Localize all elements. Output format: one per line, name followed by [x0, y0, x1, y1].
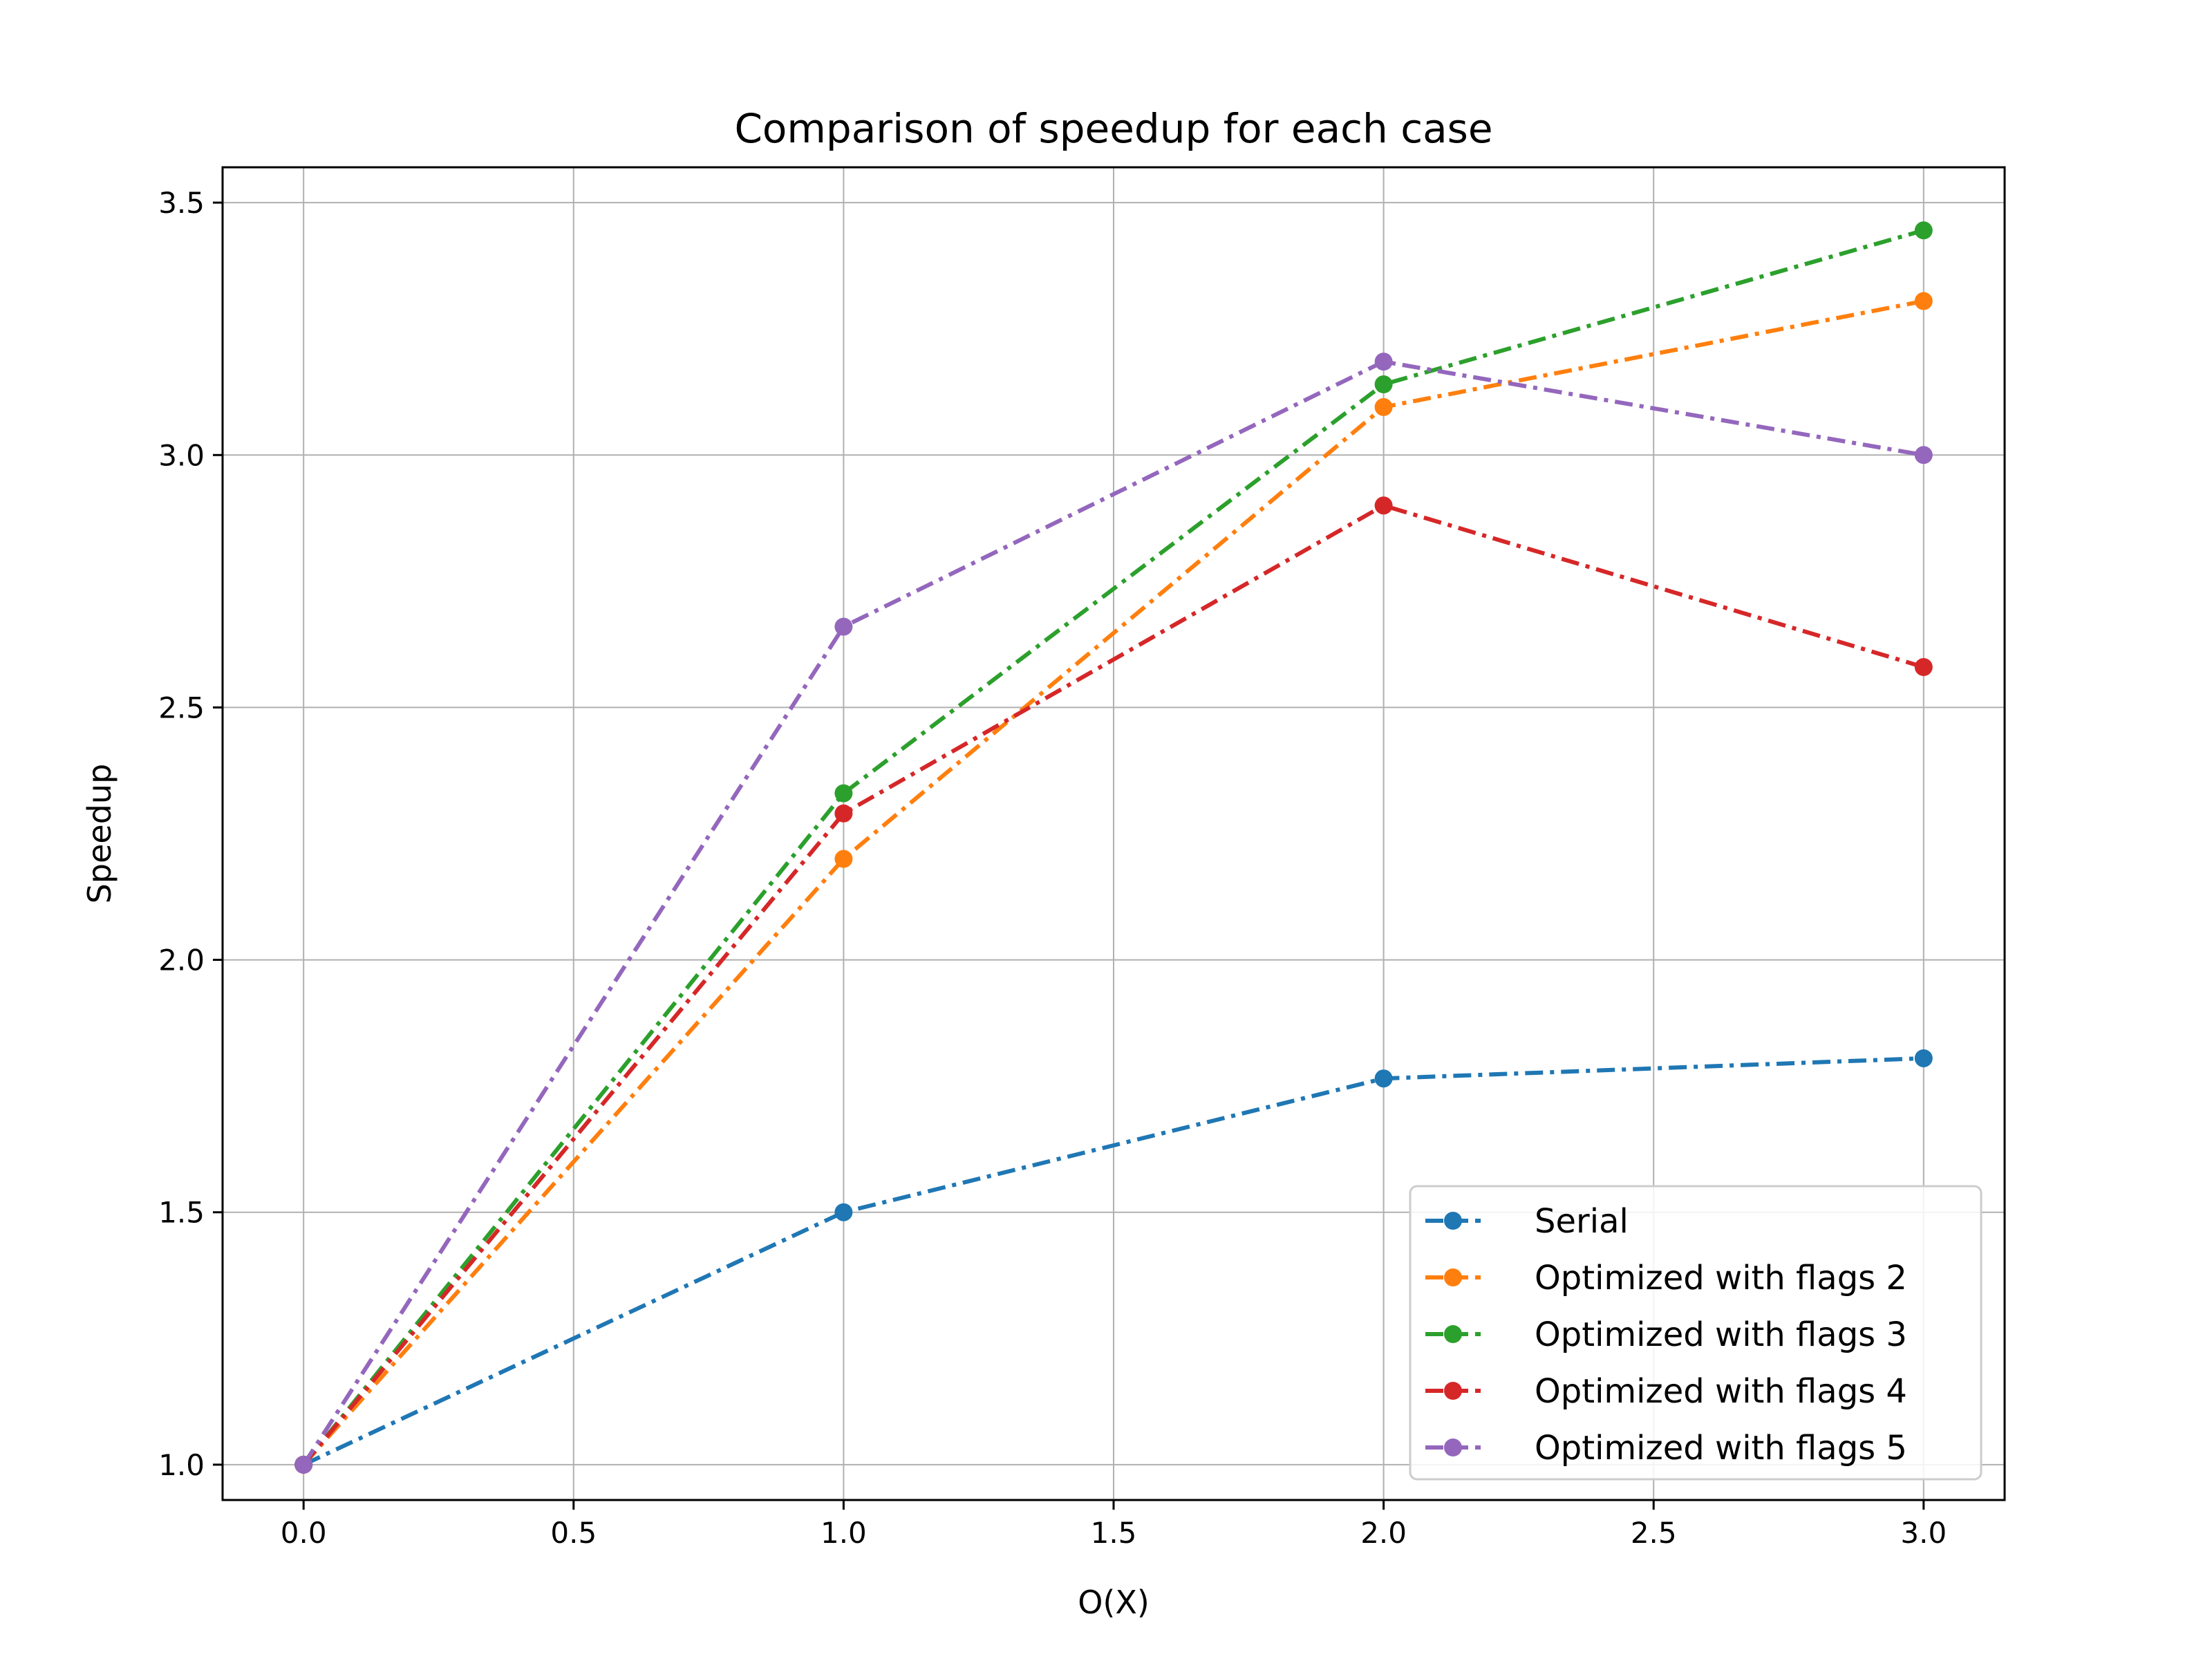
y-axis-label: Speedup: [81, 764, 118, 904]
series-line: [301, 359, 1924, 1466]
legend-label: Optimized with flags 5: [1535, 1429, 1907, 1468]
data-point: [834, 617, 853, 636]
legend-marker: [1444, 1325, 1462, 1343]
data-point: [834, 784, 853, 803]
legend-marker: [1444, 1438, 1462, 1456]
y-tick-label: 1.5: [158, 1196, 205, 1230]
data-point: [1914, 221, 1933, 240]
legend-entry: Optimized with flags 4: [1425, 1372, 1907, 1411]
data-point: [834, 1203, 853, 1221]
legend: Serial Optimized with flags 2 Optimized wi…: [1409, 1185, 1983, 1481]
series-line: [301, 503, 1924, 1466]
plot-series: [294, 221, 1933, 1474]
legend-box: [1409, 1185, 1983, 1481]
legend-entry: Optimized with flags 3: [1425, 1315, 1907, 1354]
chart-title: Comparison of speedup for each case: [734, 105, 1492, 152]
series-line: [301, 299, 1924, 1466]
data-point: [1374, 375, 1393, 394]
legend-marker: [1444, 1382, 1462, 1400]
x-tick-label: 1.5: [1091, 1516, 1137, 1550]
data-point: [1914, 446, 1933, 465]
grid-lines: [223, 167, 2005, 1500]
legend-label: Serial: [1535, 1202, 1629, 1241]
x-tick-label: 0.0: [281, 1516, 327, 1550]
x-tick-label: 3.0: [1900, 1516, 1947, 1550]
x-tick-label: 1.0: [821, 1516, 867, 1550]
y-tick-label: 3.5: [158, 186, 205, 220]
x-axis-label: O(X): [1078, 1584, 1150, 1621]
legend-entry: Optimized with flags 2: [1425, 1259, 1907, 1297]
data-point: [834, 804, 853, 823]
y-tick-label: 1.0: [158, 1448, 205, 1482]
x-tick-label: 0.5: [550, 1516, 597, 1550]
x-tick-label: 2.0: [1360, 1516, 1407, 1550]
data-point: [294, 1455, 313, 1474]
legend-marker: [1444, 1212, 1462, 1230]
series-line: [301, 228, 1924, 1466]
series-5: [294, 353, 1933, 1474]
y-tick-label: 2.0: [158, 944, 205, 977]
legend-label: Optimized with flags 2: [1535, 1259, 1907, 1297]
data-point: [1374, 397, 1393, 416]
data-point: [1374, 496, 1393, 515]
axis-ticks: 0.0 0.5 1.0 1.5 2.0 2.5 3.0 1.0 1.5 2.0 2.5 3.0 3.5: [158, 186, 1947, 1550]
legend-label: Optimized with flags 3: [1535, 1315, 1907, 1354]
data-point: [1374, 1069, 1393, 1088]
data-point: [834, 850, 853, 868]
data-point: [1374, 353, 1393, 371]
series-line: [302, 1056, 1924, 1467]
legend-entry: Serial: [1425, 1202, 1629, 1241]
data-point: [1914, 292, 1933, 310]
y-tick-label: 3.0: [158, 438, 205, 472]
legend-entry: Optimized with flags 5: [1425, 1429, 1907, 1468]
legend-label: Optimized with flags 4: [1535, 1372, 1907, 1411]
x-tick-label: 2.5: [1631, 1516, 1677, 1550]
data-point: [1914, 1049, 1933, 1067]
legend-marker: [1444, 1268, 1462, 1286]
data-point: [1914, 658, 1933, 676]
y-tick-label: 2.5: [158, 691, 205, 724]
